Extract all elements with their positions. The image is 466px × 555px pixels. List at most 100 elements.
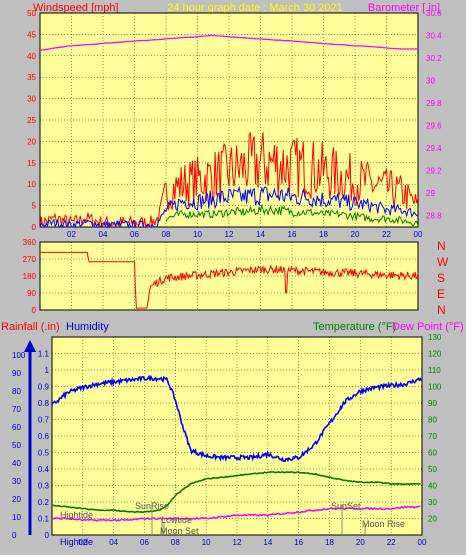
- marker-moonrise: Moon Rise: [362, 519, 405, 529]
- barometer-tick-label: 29: [426, 189, 435, 198]
- humidity-tick-label: 60: [12, 423, 21, 432]
- x-tick-label: 06: [130, 230, 139, 239]
- barometer-tick-label: 30.6: [426, 9, 442, 18]
- rainfall-tick-label: 0.2: [38, 498, 50, 507]
- humidity-tick-label: 40: [12, 459, 21, 468]
- temp-series: [51, 374, 423, 522]
- barometer-tick-label: 29.2: [426, 167, 442, 176]
- temperature-tick-label: 60: [428, 449, 437, 458]
- direction-tick-label: 270: [23, 255, 37, 264]
- direction-axis: 0 90 180 270 360: [23, 238, 37, 315]
- marker-sunrise: SunRise: [135, 501, 169, 511]
- barometer-axis-label: Barometer [.in]: [368, 2, 440, 14]
- windspeed-tick-label: 40: [27, 52, 36, 61]
- humidity-tick-label: 80: [12, 387, 21, 396]
- low-wind-line: [165, 204, 419, 227]
- x-tick-label: 18: [319, 230, 328, 239]
- x-tick-label: 02: [67, 230, 76, 239]
- compass-n-bottom: N: [437, 303, 446, 317]
- rain-axis-arrowhead: [24, 340, 36, 352]
- bottom-hightide-label: Hightide: [60, 537, 93, 547]
- rainfall-tick-label: 0.8: [38, 399, 50, 408]
- humidity-line: [51, 374, 423, 463]
- barometer-line: [39, 34, 418, 51]
- rainfall-tick-label: 0: [45, 531, 50, 540]
- temperature-tick-label: 110: [428, 366, 441, 375]
- compass-e: E: [437, 287, 445, 301]
- rainfall-tick-label: 0.4: [38, 465, 50, 474]
- windspeed-tick-label: 50: [27, 9, 36, 18]
- temp-grid: [52, 337, 423, 536]
- direction-series: [40, 251, 419, 309]
- rainfall-axis: 0 0.1 0.2 0.3 0.4 0.5 0.6 0.7 0.8 0.9 1 1.1: [38, 350, 50, 541]
- x-tick-label: 00: [414, 230, 423, 239]
- x-tick-label: 12: [225, 230, 234, 239]
- direction-tick-label: 90: [27, 289, 36, 298]
- humidity-tick-label: 100: [12, 351, 26, 360]
- x-tick-label: 16: [288, 230, 297, 239]
- humidity-tick-label: 20: [12, 495, 21, 504]
- temp-x-axis: 02 04 06 08 10 12 14 16 18 20 22 00: [78, 538, 427, 547]
- direction-tick-label: 0: [32, 306, 37, 315]
- temperature-tick-label: 20: [428, 515, 437, 524]
- humidity-tick-label: 70: [12, 405, 21, 414]
- humidity-tick-label: 0: [12, 531, 17, 540]
- compass-s: S: [437, 271, 445, 285]
- humidity-axis: 0 10 20 30 40 50 60 70 80 90 100: [12, 351, 26, 540]
- temperature-line: [51, 471, 421, 514]
- temperature-tick-label: 70: [428, 432, 437, 441]
- x-tick-label: 12: [233, 538, 242, 547]
- temperature-axis: 20 30 40 50 60 70 80 90 100 110 120 130: [428, 333, 442, 524]
- barometer-tick-label: 30.2: [426, 54, 442, 63]
- windspeed-tick-label: 20: [27, 137, 36, 146]
- gust-line: [39, 132, 419, 229]
- temperature-tick-label: 50: [428, 465, 437, 474]
- windspeed-tick-label: 30: [27, 95, 36, 104]
- windspeed-tick-label: 15: [27, 159, 36, 168]
- dewpoint-axis-label: Dew Point (°F): [392, 321, 464, 333]
- rainfall-tick-label: 0.1: [38, 515, 50, 524]
- compass-n-top: N: [437, 239, 446, 253]
- windspeed-tick-label: 10: [27, 180, 36, 189]
- rainfall-axis-label: Rainfall (.in): [1, 321, 60, 333]
- x-tick-label: 02: [78, 538, 87, 547]
- barometer-tick-label: 30: [426, 77, 435, 86]
- chart-title: 24 hour graph date : March 30 2021: [167, 2, 343, 14]
- windspeed-tick-label: 5: [32, 202, 37, 211]
- barometer-tick-label: 30.4: [426, 32, 442, 41]
- temperature-tick-label: 40: [428, 482, 437, 491]
- barometer-tick-label: 29.6: [426, 122, 442, 131]
- marker-sunset: SunSet: [331, 501, 361, 511]
- humidity-tick-label: 50: [12, 441, 21, 450]
- humidity-tick-label: 10: [12, 513, 21, 522]
- rainfall-tick-label: 0.5: [38, 449, 50, 458]
- rainfall-tick-label: 1.1: [38, 350, 50, 359]
- x-tick-label: 08: [162, 230, 171, 239]
- humidity-tick-label: 30: [12, 477, 21, 486]
- humidity-tick-label: 90: [12, 369, 21, 378]
- wind-x-axis: 02 04 06 08 10 12 14 16 18 20 22 00: [67, 230, 423, 239]
- temperature-axis-label: Temperature (°F): [313, 321, 396, 333]
- temperature-tick-label: 100: [428, 383, 442, 392]
- x-tick-label: 22: [382, 230, 391, 239]
- barometer-tick-label: 28.8: [426, 212, 442, 221]
- humidity-axis-label: Humidity: [66, 321, 109, 333]
- rainfall-tick-label: 0.9: [38, 383, 50, 392]
- x-tick-label: 04: [109, 538, 118, 547]
- windspeed-axis-label: Windspeed [mph]: [33, 2, 119, 14]
- windspeed-tick-label: 25: [27, 116, 36, 125]
- windspeed-tick-label: 0: [32, 223, 37, 232]
- x-tick-label: 14: [256, 230, 265, 239]
- x-tick-label: 00: [418, 538, 427, 547]
- direction-tick-label: 360: [23, 238, 37, 247]
- windspeed-axis: 0 5 10 15 20 25 30 35 40 45 50: [27, 9, 36, 232]
- x-tick-label: 10: [202, 538, 211, 547]
- barometer-tick-label: 29.8: [426, 99, 442, 108]
- marker-hightide: Hightide: [60, 510, 93, 520]
- x-tick-label: 22: [387, 538, 396, 547]
- marker-lowtide: Lowtide: [161, 515, 192, 525]
- x-tick-label: 20: [351, 230, 360, 239]
- marker-moonset: Moon Set: [160, 526, 199, 536]
- x-tick-label: 06: [140, 538, 149, 547]
- temperature-tick-label: 120: [428, 350, 442, 359]
